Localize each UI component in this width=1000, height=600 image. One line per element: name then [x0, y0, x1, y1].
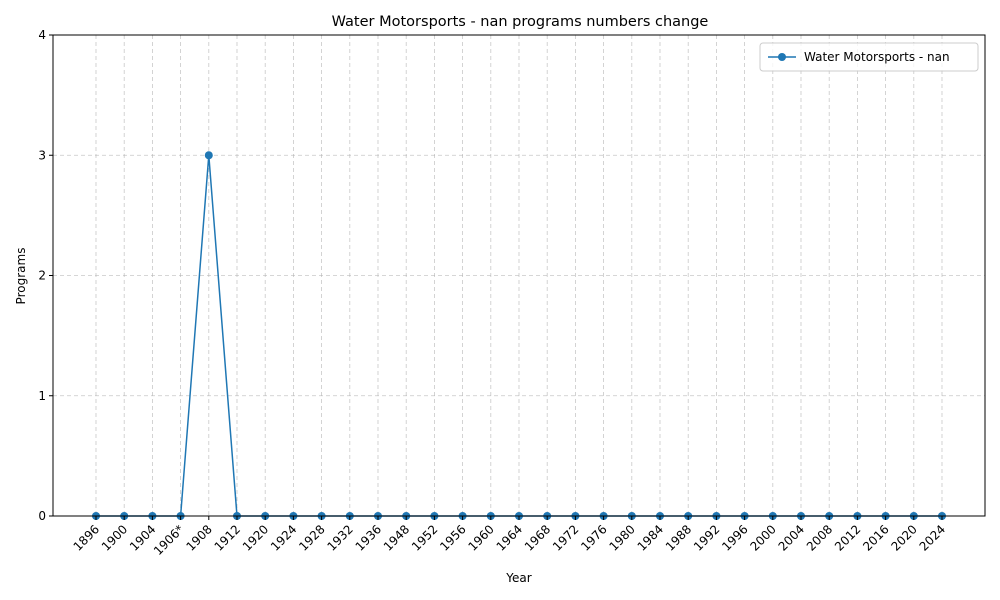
- x-axis-title: Year: [505, 571, 531, 585]
- x-tick-label: 1924: [268, 522, 299, 553]
- x-tick-label: 1912: [212, 522, 243, 553]
- y-tick-label: 2: [38, 269, 46, 283]
- chart-title: Water Motorsports - nan programs numbers…: [332, 14, 709, 30]
- data-point: [204, 151, 213, 160]
- x-tick-label: 1992: [691, 522, 722, 553]
- legend-box: [759, 42, 979, 72]
- x-tick-label: 1936: [353, 522, 384, 553]
- y-tick-label: 1: [38, 389, 46, 403]
- x-tick-label: 2024: [917, 522, 948, 553]
- x-tick-label: 1960: [465, 522, 496, 553]
- x-tick-label: 1952: [409, 522, 440, 553]
- legend-series-label: Water Motorsports - nan: [804, 50, 950, 64]
- x-tick-label: 2008: [804, 522, 835, 553]
- x-tick-label: 1964: [494, 522, 525, 553]
- x-tick-label: 2004: [776, 522, 807, 553]
- y-tick-label: 0: [38, 509, 46, 523]
- x-tick-label: 1984: [635, 522, 666, 553]
- x-tick-label: 2000: [747, 522, 778, 553]
- x-tick-label: 1968: [522, 522, 553, 553]
- y-axis-title: Programs: [14, 248, 28, 305]
- x-tick-label: 1896: [71, 522, 102, 553]
- x-tick-label: 1972: [550, 522, 581, 553]
- x-tick-label: 1956: [437, 522, 468, 553]
- x-tick-label: 2016: [860, 522, 891, 553]
- x-tick-label: 1906*: [151, 522, 187, 558]
- legend-series-marker: [778, 53, 786, 61]
- x-tick-label: 1900: [99, 522, 130, 553]
- series-line: [96, 154, 942, 517]
- x-tick-label: 1908: [183, 522, 214, 553]
- x-tick-label: 1980: [606, 522, 637, 553]
- x-tick-label: 1948: [381, 522, 412, 553]
- y-tick-label: 4: [38, 28, 46, 42]
- x-tick-label: 1996: [719, 522, 750, 553]
- ticks-layer: 1896190019041906*19081912192019241928193…: [38, 28, 948, 558]
- grid-layer: [53, 34, 985, 517]
- x-tick-label: 2020: [888, 522, 919, 553]
- x-tick-label: 1920: [240, 522, 271, 553]
- x-tick-label: 1976: [578, 522, 609, 553]
- x-tick-label: 1928: [296, 522, 327, 553]
- x-tick-label: 1988: [663, 522, 694, 553]
- legend: Water Motorsports - nan: [759, 42, 979, 72]
- x-tick-label: 2012: [832, 522, 863, 553]
- y-tick-label: 3: [38, 148, 46, 162]
- x-tick-label: 1932: [324, 522, 355, 553]
